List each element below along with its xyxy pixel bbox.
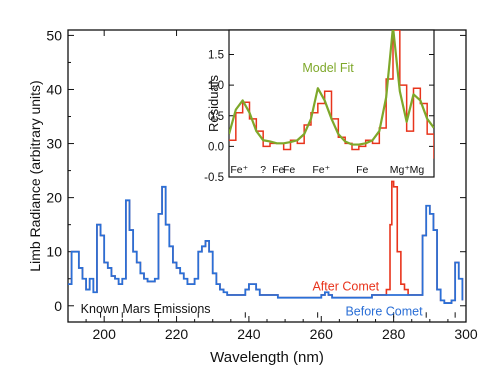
- x-tick-label: 260: [310, 326, 334, 342]
- x-tick-label: 220: [165, 326, 189, 342]
- x-tick-label: 200: [93, 326, 117, 342]
- inset-plot-group: [229, 30, 434, 159]
- inset-y-tick-label: -0.5: [204, 172, 224, 184]
- y-tick-label: 30: [46, 136, 62, 152]
- y-tick-label: 40: [46, 81, 62, 97]
- x-axis-label: Wavelength (nm): [210, 349, 324, 366]
- inset-ion-label: ?: [260, 164, 266, 176]
- inset-y-tick-label: 0.0: [208, 141, 224, 153]
- model-fit-label: Model Fit: [302, 61, 354, 75]
- inset-ion-label: Mg: [410, 164, 425, 176]
- after-comet-label: After Comet: [312, 280, 379, 294]
- inset-ion-label: Fe⁺: [230, 164, 248, 176]
- inset-ion-label: Fe: [356, 164, 368, 176]
- x-tick-label: 280: [382, 326, 406, 342]
- y-tick-label: 50: [46, 27, 62, 43]
- known-emissions-label: Known Mars Emissions: [81, 302, 211, 316]
- x-tick-label: 240: [237, 326, 261, 342]
- y-axis-label: Limb Radiance (arbitrary units): [27, 80, 43, 271]
- y-tick-label: 20: [46, 190, 62, 206]
- y-tick-label: 10: [46, 244, 62, 260]
- inset-ion-label: Mg⁺: [390, 164, 411, 176]
- inset-y-tick-label: 1.0: [208, 80, 224, 92]
- inset-ion-label: Fe: [283, 164, 295, 176]
- inset-residual-line: [229, 30, 434, 159]
- series-line-before-comet: [68, 185, 464, 304]
- inset-y-axis-label: Residuals: [206, 74, 221, 132]
- inset-ion-label: Fe: [272, 164, 284, 176]
- inset-y-tick-label: 0.5: [208, 111, 224, 123]
- inset-model-fit-line: [229, 30, 434, 146]
- before-comet-label: Before Comet: [345, 305, 423, 319]
- inset-ion-label: Fe⁺: [312, 164, 330, 176]
- inset-y-tick-label: 1.5: [208, 50, 224, 62]
- y-tick-label: 0: [54, 298, 62, 314]
- x-tick-label: 300: [454, 326, 478, 342]
